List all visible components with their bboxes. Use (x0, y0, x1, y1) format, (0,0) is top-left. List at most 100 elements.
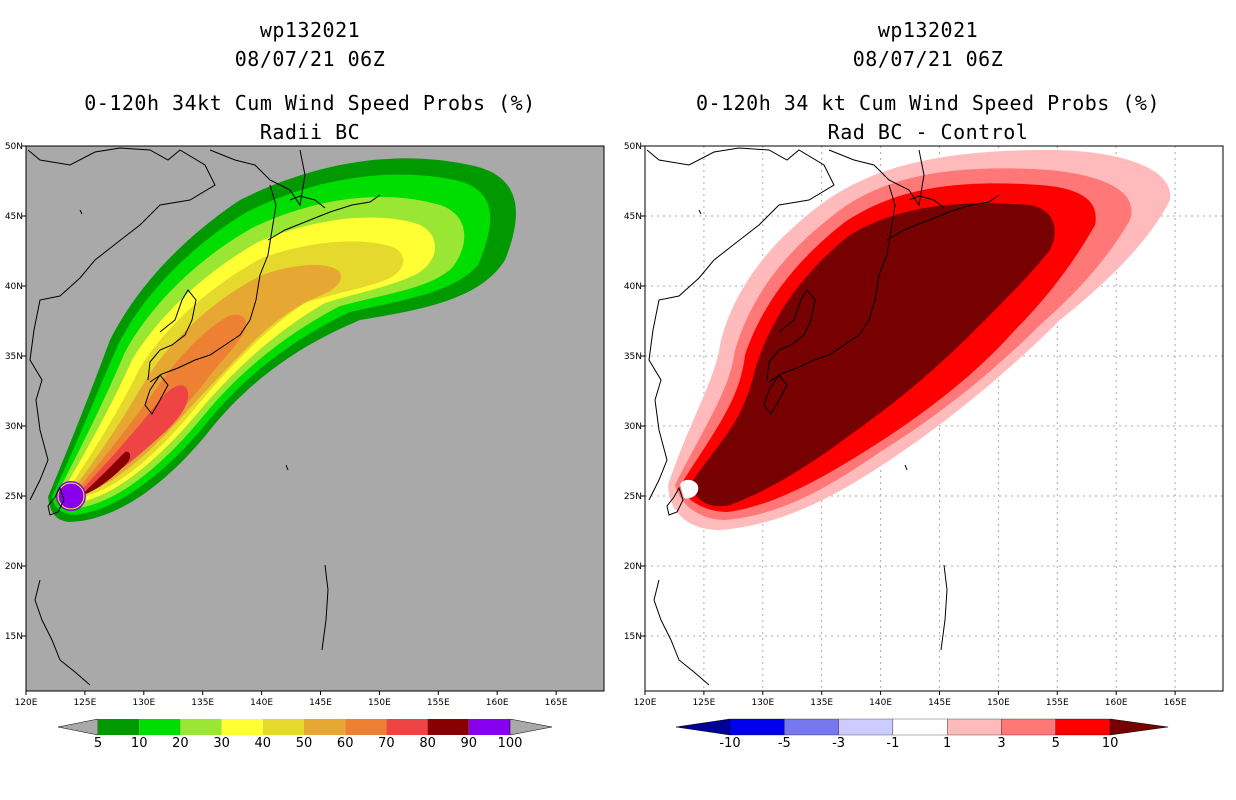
left-lon-label: 155E (427, 698, 450, 708)
left-lon-label: 120E (15, 698, 38, 708)
colorbar-label: 10 (1102, 736, 1119, 751)
right-lat-label: 15N (624, 632, 642, 642)
left-lat-label: 40N (5, 282, 23, 292)
prob-band-100 (57, 482, 85, 510)
colorbar-label: 5 (1052, 736, 1060, 751)
right-lon-ticks: 120E 125E 130E 135E 140E 145E 150E 155E 160E 165E (634, 691, 1187, 708)
colorbar-label: 40 (255, 736, 272, 751)
right-lat-label: 45N (624, 212, 642, 222)
left-lon-ticks: 120E 125E 130E 135E 140E 145E 150E 155E 160E 165E (15, 691, 568, 708)
right-lon-label: 145E (928, 698, 951, 708)
colorbar-label: 100 (498, 736, 523, 751)
right-lon-label: 165E (1164, 698, 1187, 708)
right-lon-label: 140E (869, 698, 892, 708)
left-lat-label: 20N (5, 562, 23, 572)
left-colorbar: 5 10 20 30 40 50 60 70 80 90 100 (57, 718, 553, 751)
left-lon-label: 140E (250, 698, 273, 708)
left-map-frame (25, 145, 605, 692)
left-lon-label: 145E (309, 698, 332, 708)
colorbar-swatch (947, 718, 1002, 736)
left-lat-label: 50N (5, 142, 23, 152)
right-lat-label: 35N (624, 352, 642, 362)
left-lon-label: 130E (132, 698, 155, 708)
colorbar-label: 90 (461, 736, 478, 751)
colorbar-swatch (98, 719, 140, 735)
right-lon-label: 150E (987, 698, 1010, 708)
colorbar-swatch (838, 718, 894, 736)
colorbar-swatch (180, 719, 222, 735)
right-lon-label: 155E (1046, 698, 1069, 708)
right-lon-label: 125E (692, 698, 715, 708)
colorbar-swatch (345, 719, 387, 735)
left-lat-label: 35N (5, 352, 23, 362)
right-lon-label: 120E (634, 698, 657, 708)
right-lat-label: 25N (624, 492, 642, 502)
colorbar-label: 30 (213, 736, 230, 751)
left-map: 120E 125E 130E 135E 140E 145E 150E 155E 160E 165E… (5, 142, 605, 708)
colorbar-label: 3 (997, 736, 1005, 751)
colorbar-swatch (1001, 718, 1056, 736)
colorbar-swatch (892, 718, 948, 736)
left-title: 0-120h 34kt Cum Wind Speed Probs (%) (84, 91, 536, 115)
left-lon-label: 125E (73, 698, 96, 708)
left-lon-label: 135E (191, 698, 214, 708)
colorbar-label: 50 (296, 736, 313, 751)
right-map-frame (644, 145, 1224, 692)
colorbar-swatch (468, 719, 510, 735)
colorbar-label: 80 (419, 736, 436, 751)
colorbar-label: 20 (172, 736, 189, 751)
right-datetime: 08/07/21 06Z (852, 47, 1004, 71)
right-lat-ticks: 50N 45N 40N 35N 30N 25N 20N 15N (624, 142, 645, 642)
prob-band-70 (76, 385, 189, 496)
right-title: 0-120h 34 kt Cum Wind Speed Probs (%) (695, 91, 1161, 115)
left-lat-label: 15N (5, 632, 23, 642)
colorbar-swatch (304, 719, 346, 735)
colorbar-label: 70 (378, 736, 395, 751)
right-lat-label: 40N (624, 282, 642, 292)
colorbar-label: 1 (943, 736, 951, 751)
left-lat-ticks: 50N 45N 40N 35N 30N 25N 20N 15N (5, 142, 26, 642)
left-lon-label: 165E (545, 698, 568, 708)
diff-band-gt10 (690, 203, 1055, 507)
left-subtitle: Radii BC (259, 120, 361, 144)
right-storm-id: wp132021 (877, 18, 979, 42)
colorbar-label: -5 (778, 736, 791, 751)
colorbar-under-arrow (57, 718, 99, 736)
colorbar-label: 10 (131, 736, 148, 751)
colorbar-swatch (729, 718, 785, 736)
colorbar-swatch (784, 718, 839, 736)
colorbar-label: -3 (832, 736, 845, 751)
colorbar-swatch (427, 719, 469, 735)
right-map: 120E 125E 130E 135E 140E 145E 150E 155E 160E 165E… (624, 142, 1224, 708)
colorbar-swatch (139, 719, 181, 735)
colorbar-under-arrow (675, 718, 731, 736)
colorbar-swatch (386, 719, 428, 735)
right-lon-label: 130E (751, 698, 774, 708)
colorbar-over-arrow (1109, 718, 1169, 736)
right-lat-label: 20N (624, 562, 642, 572)
colorbar-swatch (1055, 718, 1111, 736)
right-colorbar: -10 -5 -3 -1 1 3 5 10 (675, 718, 1169, 751)
left-lat-label: 30N (5, 422, 23, 432)
left-lon-label: 160E (486, 698, 509, 708)
colorbar-label: -1 (886, 736, 899, 751)
diff-hole (680, 479, 699, 499)
left-storm-id: wp132021 (259, 18, 361, 42)
left-datetime: 08/07/21 06Z (234, 47, 386, 71)
right-subtitle: Rad BC - Control (827, 120, 1029, 144)
prob-band-80 (80, 451, 131, 496)
colorbar-label: 60 (337, 736, 354, 751)
colorbar-label: -10 (719, 736, 740, 751)
left-lat-label: 45N (5, 212, 23, 222)
right-lat-label: 30N (624, 422, 642, 432)
colorbar-label: 5 (94, 736, 102, 751)
right-lon-label: 160E (1105, 698, 1128, 708)
left-lat-label: 25N (5, 492, 23, 502)
left-lon-label: 150E (368, 698, 391, 708)
colorbar-swatch (221, 719, 263, 735)
colorbar-swatch (262, 719, 304, 735)
colorbar-over-arrow (509, 718, 553, 736)
right-lon-label: 135E (810, 698, 833, 708)
right-lat-label: 50N (624, 142, 642, 152)
